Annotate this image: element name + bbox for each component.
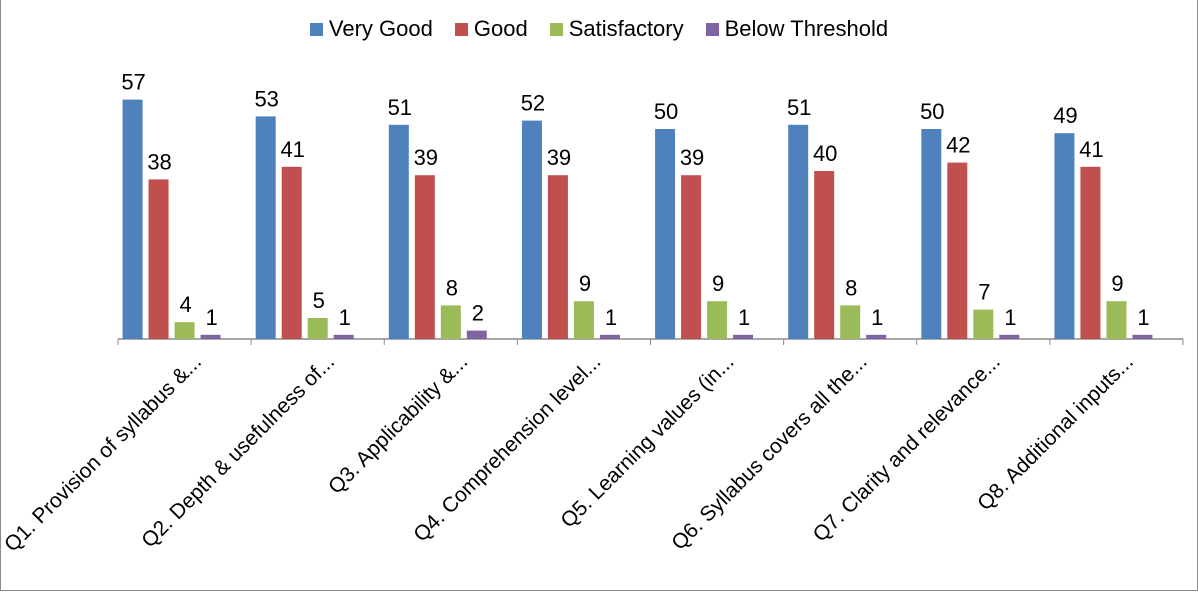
bar-below-threshold: [1132, 334, 1153, 339]
data-label: 8: [446, 275, 458, 300]
legend-item-below-threshold: Below Threshold: [705, 16, 889, 42]
bar-very-good: [255, 116, 276, 340]
data-label: 49: [1053, 103, 1077, 128]
bar-very-good: [1054, 133, 1075, 339]
data-label: 51: [388, 95, 412, 120]
bar-below-threshold: [466, 330, 487, 339]
data-label: 52: [521, 91, 545, 116]
legend-item-good: Good: [454, 16, 528, 42]
data-label: 39: [547, 145, 571, 170]
data-label: 9: [712, 271, 724, 296]
bar-good: [1080, 166, 1101, 339]
bar-below-threshold: [733, 334, 754, 339]
data-label: 41: [1079, 137, 1103, 162]
data-label: 1: [1004, 305, 1016, 330]
bar-satisfactory: [840, 305, 861, 339]
bar-satisfactory: [707, 301, 728, 339]
data-label: 9: [1111, 271, 1123, 296]
data-label: 2: [472, 301, 484, 326]
bar-good: [547, 175, 568, 339]
data-label: 1: [871, 305, 883, 330]
legend-label-very-good: Very Good: [328, 16, 433, 41]
bar-very-good: [388, 124, 409, 339]
bar-good: [947, 162, 968, 339]
bar-very-good: [921, 129, 942, 339]
bar-very-good: [655, 129, 676, 339]
legend-swatch-below-threshold: [705, 22, 719, 36]
data-label: 51: [787, 95, 811, 120]
bar-good: [814, 171, 835, 339]
data-label: 5: [313, 288, 325, 313]
data-label: 38: [147, 149, 171, 174]
bar-very-good: [521, 120, 542, 339]
legend-swatch-very-good: [309, 22, 323, 36]
bar-good: [148, 179, 169, 339]
bar-good: [681, 175, 702, 339]
bar-below-threshold: [999, 334, 1020, 339]
legend: Very Good Good Satisfactory Below Thresh…: [0, 16, 1198, 42]
data-label: 1: [205, 305, 217, 330]
data-label: 1: [339, 305, 351, 330]
legend-swatch-satisfactory: [549, 22, 563, 36]
data-label: 39: [680, 145, 704, 170]
legend-item-very-good: Very Good: [309, 16, 433, 42]
data-label: 7: [978, 280, 990, 305]
legend-label-good: Good: [473, 16, 528, 41]
bar-satisfactory: [440, 305, 461, 339]
x-tick-label: Q3. Applicability &...: [324, 350, 472, 498]
x-tick-label: Q8. Additional inputs...: [973, 350, 1138, 515]
data-label: 40: [813, 141, 837, 166]
bar-below-threshold: [599, 334, 620, 339]
bar-satisfactory: [1106, 301, 1127, 339]
data-label: 9: [579, 271, 591, 296]
bar-good: [281, 166, 302, 339]
data-label: 4: [179, 292, 191, 317]
bar-satisfactory: [973, 309, 994, 339]
legend-swatch-good: [454, 22, 468, 36]
data-label: 1: [605, 305, 617, 330]
data-label: 53: [254, 86, 278, 111]
bar-satisfactory: [307, 318, 328, 339]
data-label: 39: [414, 145, 438, 170]
data-label: 8: [845, 275, 857, 300]
data-label: 50: [654, 99, 678, 124]
data-label: 1: [1137, 305, 1149, 330]
data-label: 42: [946, 133, 970, 158]
data-label: 57: [121, 70, 145, 95]
bar-below-threshold: [333, 334, 354, 339]
bar-below-threshold: [866, 334, 887, 339]
data-label: 1: [738, 305, 750, 330]
bar-satisfactory: [174, 322, 195, 339]
bar-very-good: [122, 99, 143, 339]
bar-below-threshold: [200, 334, 221, 339]
bar-good: [414, 175, 435, 339]
data-label: 50: [920, 99, 944, 124]
data-label: 41: [280, 137, 304, 162]
legend-label-below-threshold: Below Threshold: [724, 16, 889, 41]
bar-satisfactory: [573, 301, 594, 339]
bar-very-good: [788, 124, 809, 339]
legend-item-satisfactory: Satisfactory: [549, 16, 684, 42]
legend-label-satisfactory: Satisfactory: [568, 16, 684, 41]
